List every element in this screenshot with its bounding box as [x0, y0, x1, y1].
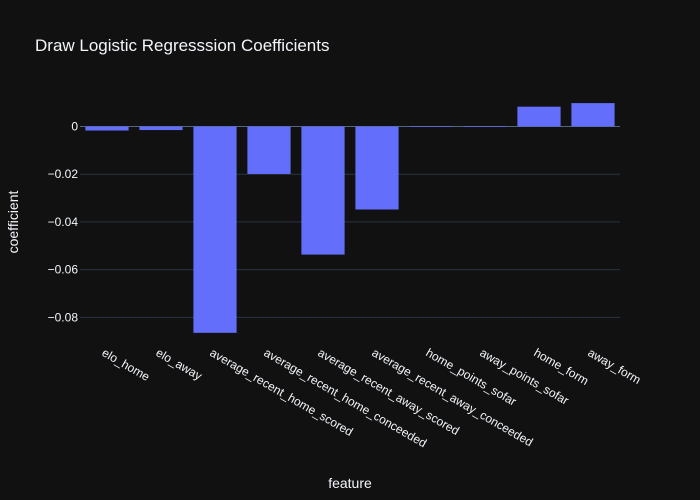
bar-away_points_sofar [463, 126, 507, 127]
y-tick-label: 0 [71, 119, 78, 133]
bars [85, 103, 615, 333]
bar-elo_home [85, 126, 129, 131]
chart-title: Draw Logistic Regresssion Coefficients [35, 36, 329, 55]
bar-average_recent_away_scored [301, 126, 345, 255]
bar-average_recent_home_conceeded [247, 126, 291, 174]
bar-home_points_sofar [409, 126, 453, 127]
bar-average_recent_home_scored [193, 126, 237, 333]
bar-elo_away [139, 126, 183, 131]
y-tick-label: −0.02 [48, 167, 79, 181]
x-tick-label: away_points_sofar [478, 345, 572, 407]
y-tick-label: −0.08 [48, 310, 79, 324]
bar-away_form [571, 103, 615, 127]
grid-lines [80, 125, 620, 318]
x-tick-label: elo_away [154, 345, 205, 382]
y-tick-label: −0.04 [48, 215, 79, 229]
y-tick-labels: 0 −0.02 −0.04 −0.06 −0.08 [48, 119, 79, 324]
x-tick-label: elo_home [100, 345, 153, 384]
y-axis-title: coefficient [5, 190, 21, 253]
x-tick-labels: elo_home elo_away average_recent_home_scor… [100, 345, 644, 450]
bar-home_form [517, 106, 561, 127]
bar-average_recent_away_conceeded [355, 126, 399, 210]
x-axis-title: feature [328, 475, 372, 491]
x-tick-label: away_form [586, 345, 644, 386]
y-tick-label: −0.06 [48, 263, 79, 277]
